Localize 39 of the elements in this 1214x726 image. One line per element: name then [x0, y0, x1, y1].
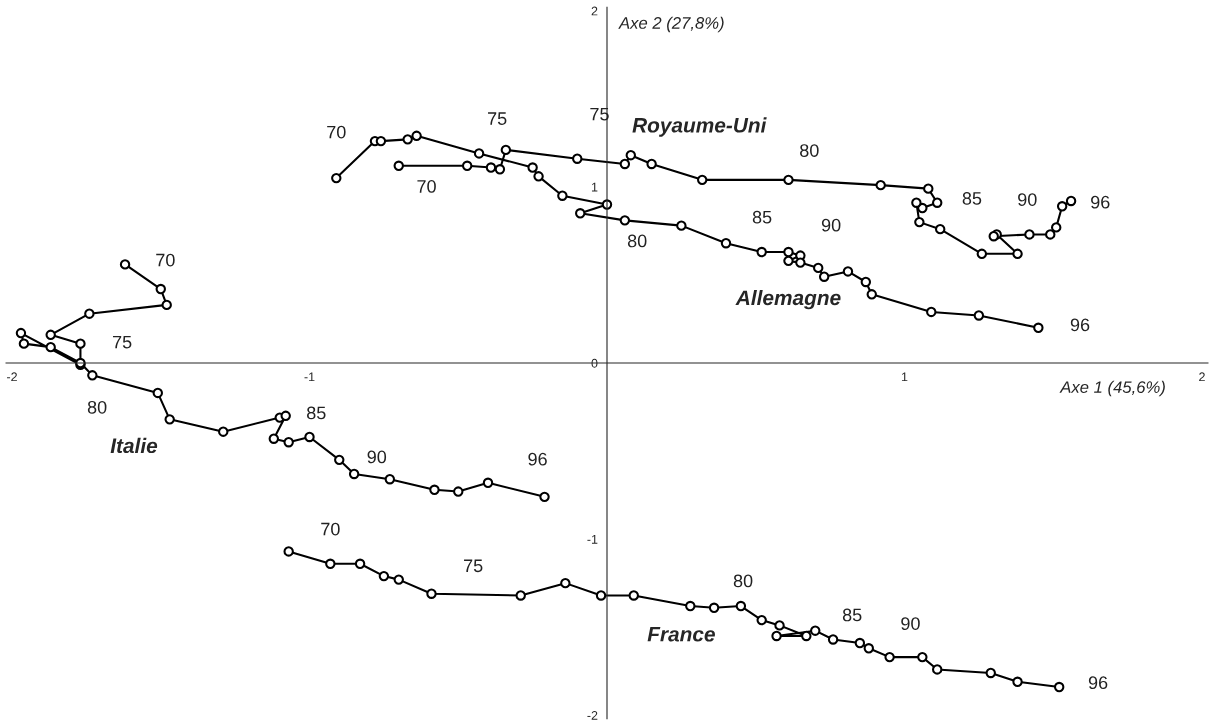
annotation: 85: [842, 608, 862, 622]
series-label: Italie: [110, 437, 158, 454]
x-axis-title: Axe 1 (45,6%): [1059, 380, 1165, 397]
annotation: 80: [800, 144, 819, 157]
annotation: 96: [528, 452, 547, 466]
series-label: Royaume-Uni: [632, 117, 767, 137]
annotation: 75: [112, 335, 132, 349]
annotation: 75: [464, 559, 483, 573]
annotation: 96: [1088, 676, 1108, 690]
y-tick-label: 2: [591, 6, 598, 16]
annotation: 96: [1091, 195, 1110, 209]
annotation: 80: [733, 574, 753, 588]
annotation: 75: [488, 112, 507, 125]
y-tick-label: 1: [591, 182, 598, 192]
annotation: 85: [307, 406, 326, 420]
annotation: 85: [752, 210, 772, 224]
series-label: Allemagne: [735, 289, 841, 310]
annotation: 90: [367, 450, 387, 464]
y-axis-title: Axe 2 (27,8%): [618, 16, 724, 33]
y-tick-label: 0: [591, 358, 598, 368]
annotation: 80: [87, 400, 107, 414]
annotation: 85: [962, 192, 982, 205]
annotation: 70: [417, 180, 436, 193]
x-tick-label: -2: [7, 372, 17, 382]
y-tick-label: -2: [587, 711, 598, 720]
annotation: 96: [1070, 318, 1090, 332]
annotation: 70: [156, 253, 175, 267]
series-label: France: [647, 627, 715, 642]
x-tick-label: 2: [1199, 372, 1205, 382]
annotation: 90: [821, 218, 841, 232]
annotation: 90: [901, 617, 920, 630]
x-tick-label: -1: [304, 372, 315, 382]
y-tick-label: -1: [587, 535, 598, 544]
annotation: 80: [627, 234, 647, 248]
annotation: 75: [590, 107, 609, 121]
annotation: 90: [1018, 193, 1037, 206]
annotation: 70: [327, 125, 346, 139]
x-tick-label: 1: [901, 372, 908, 382]
annotation: 70: [321, 522, 340, 536]
